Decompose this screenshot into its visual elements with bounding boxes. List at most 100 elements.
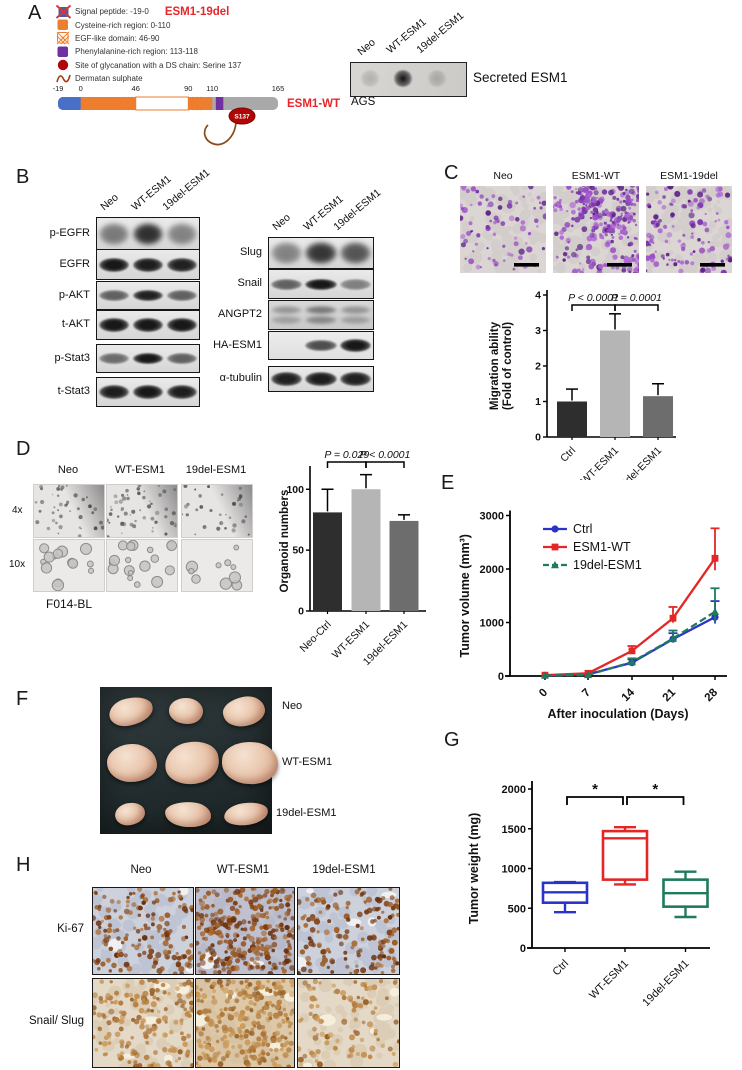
svg-text:P < 0.0001: P < 0.0001 xyxy=(568,292,619,304)
legend-item-label: Site of glycanation with a DS chain: Ser… xyxy=(75,60,242,70)
blot-band xyxy=(270,278,302,290)
protein-tick: 110 xyxy=(206,84,219,93)
blot-band xyxy=(166,385,198,399)
box-19del-esm1 xyxy=(662,870,709,952)
svg-text:Ctrl: Ctrl xyxy=(573,522,592,536)
organoid-image-label: Neo xyxy=(57,464,79,476)
dot-blot-dot xyxy=(360,70,380,87)
migration-image-0-svg xyxy=(460,186,546,273)
migration-image-label: ESM1-WT xyxy=(571,170,621,182)
legend-item-label: EGF-like domain: 46-90 xyxy=(75,33,160,43)
organoid-4x-image-1 xyxy=(106,484,178,538)
svg-text:P = 0.0001: P = 0.0001 xyxy=(611,292,662,304)
protein-tick: 46 xyxy=(131,84,140,93)
migration-image-0 xyxy=(460,186,546,273)
svg-text:3000: 3000 xyxy=(480,511,504,523)
organoid-bar-chart: 0 50 100 Neo-Ctrl WT-ESM1 19del-ESM1 P = 0.029… xyxy=(278,436,478,668)
organoid-image-label: WT-ESM1 xyxy=(114,464,166,476)
blot-band xyxy=(98,257,130,272)
legend-item-label: Cysteine-rich region: 0-110 xyxy=(75,20,171,30)
blot-row-p-egfr xyxy=(96,217,200,250)
svg-text:ESM1-WT: ESM1-WT xyxy=(573,540,631,554)
svg-text:P = 0.029: P = 0.029 xyxy=(324,449,369,461)
ihc-snail-slug-image-1-svg xyxy=(196,979,294,1067)
ihc-col-label: Neo xyxy=(130,864,152,876)
blot-row-ha-esm1 xyxy=(268,331,374,360)
tumor-specimen xyxy=(106,693,156,729)
tumor-specimen xyxy=(222,800,270,828)
blot-band xyxy=(98,385,130,399)
series-ctrl xyxy=(541,600,720,680)
ihc-ki67-image-2-svg xyxy=(298,888,399,974)
blot-band xyxy=(340,316,372,324)
bars xyxy=(313,473,419,614)
cells xyxy=(460,186,546,271)
svg-text:*: * xyxy=(592,781,598,798)
legend-item: EGF-like domain: 46-90 xyxy=(56,32,241,45)
svg-text:14: 14 xyxy=(620,686,638,704)
blot-band xyxy=(270,372,302,386)
tumor-weight-svg: 0 500 1000 1500 2000 Tumor weight (mg) Ctrl WT-… xyxy=(467,781,710,1009)
blot-band xyxy=(98,290,130,301)
panel-letter-g: G xyxy=(444,729,460,751)
svg-text:1000: 1000 xyxy=(480,618,504,630)
blot-row-label: p-Stat3 xyxy=(54,351,90,364)
cysteine-region-icon xyxy=(57,19,68,31)
blot-band xyxy=(270,306,302,314)
svg-text:0: 0 xyxy=(535,432,541,444)
blot-row-label: ANGPT2 xyxy=(217,308,262,320)
svg-text:Organoid numbers: Organoid numbers xyxy=(279,490,291,593)
blot-band xyxy=(98,222,130,245)
blot-band xyxy=(98,318,130,332)
dermatan-sulphate-icon xyxy=(56,72,71,86)
phenylalanine-region-icon xyxy=(56,45,71,59)
svg-text:0: 0 xyxy=(498,671,504,683)
bars xyxy=(557,313,673,440)
tumor-specimen xyxy=(220,692,268,730)
cells xyxy=(196,979,294,1067)
blot-row-label: α-tubulin xyxy=(219,372,262,384)
domain-legend: Signal peptide: -19-0 ESM1-19del Cysteine-… xyxy=(56,4,242,86)
migration-image-2-svg xyxy=(646,186,732,273)
tumor-specimen xyxy=(168,697,204,725)
blot-band xyxy=(166,222,198,245)
organoid-10x-image-0-svg xyxy=(39,542,95,591)
svg-text:S137: S137 xyxy=(234,114,250,121)
svg-text:0: 0 xyxy=(520,943,526,955)
migration-image-label: Neo xyxy=(493,170,513,182)
blot-row-p-akt xyxy=(96,281,200,310)
tumor-specimen xyxy=(164,799,212,829)
blot-row-t-stat3 xyxy=(96,377,200,407)
dot-blot-membrane xyxy=(350,62,467,97)
y-axis-label: Migration ability (Fold of control) xyxy=(489,321,514,410)
cells xyxy=(646,186,732,273)
panel-letter-a: A xyxy=(28,2,42,24)
organoids xyxy=(39,542,95,591)
dermatan-sulphate-icon xyxy=(56,74,71,83)
blot-band xyxy=(132,290,164,301)
ihc-ki67-image-0-svg xyxy=(93,888,193,974)
blot-band xyxy=(305,339,337,352)
organoid-10x-image-1-svg xyxy=(107,540,177,588)
tumor-specimen xyxy=(113,800,147,828)
blot-band xyxy=(305,372,337,386)
organoid-10x-image-2 xyxy=(181,539,253,592)
svg-text:500: 500 xyxy=(508,903,526,915)
significance-annotations: * * xyxy=(566,781,685,805)
svg-text:(Fold of control): (Fold of control) xyxy=(502,322,514,410)
migration-image-1 xyxy=(553,186,639,273)
protein-tick: 165 xyxy=(271,84,285,93)
svg-text:3: 3 xyxy=(535,325,541,337)
blot-band xyxy=(132,385,164,399)
protein-schematic: -19 0 46 90 110 165 S137 xyxy=(0,0,360,160)
migration-image-label: ESM1-19del xyxy=(660,170,718,182)
organoids xyxy=(107,540,177,588)
svg-text:2000: 2000 xyxy=(480,564,504,576)
blot-band xyxy=(132,318,164,332)
migration-image-1-svg xyxy=(553,186,639,273)
blot-band xyxy=(340,372,372,386)
dot-blot-dot xyxy=(393,70,413,87)
blot-lane-label: 19del-ESM1 xyxy=(160,166,213,213)
